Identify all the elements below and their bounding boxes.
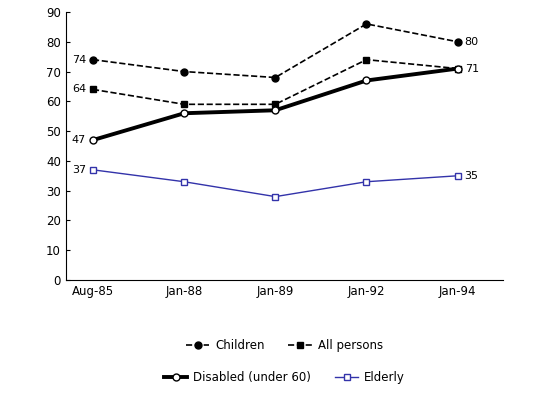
Legend: Disabled (under 60), Elderly: Disabled (under 60), Elderly (159, 366, 410, 389)
Text: 71: 71 (464, 64, 479, 74)
Text: 74: 74 (72, 55, 86, 65)
Text: 80: 80 (464, 37, 479, 47)
Text: 37: 37 (72, 165, 86, 175)
Text: 35: 35 (464, 171, 479, 181)
Text: 47: 47 (72, 135, 86, 145)
Text: 64: 64 (72, 84, 86, 94)
